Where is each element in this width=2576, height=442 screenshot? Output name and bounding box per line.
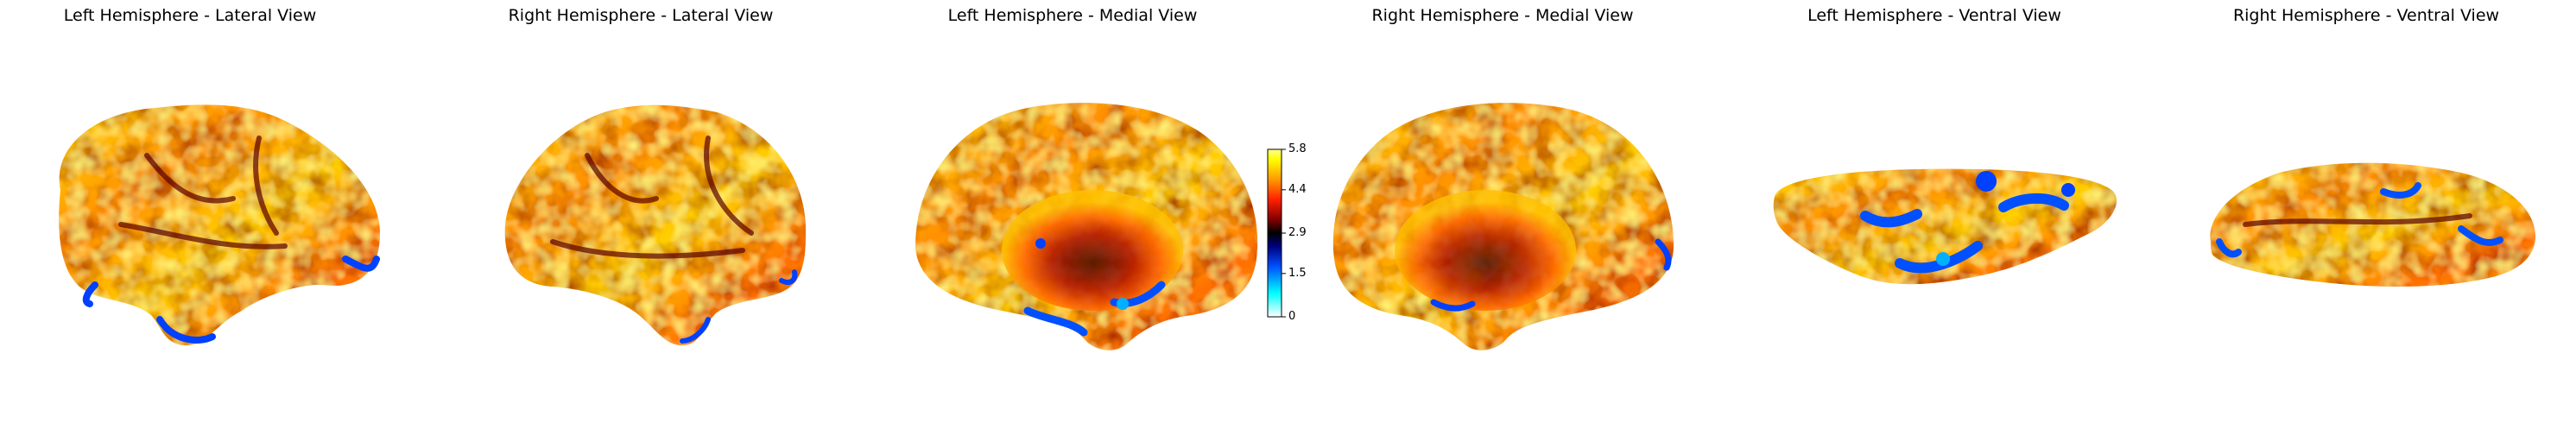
colorbar-tick-label: 1.5: [1288, 266, 1307, 280]
brain-left-ventral: [1773, 168, 2117, 285]
brain-right-medial: [1332, 103, 1674, 350]
brain-left-lateral: [59, 104, 381, 345]
panel-title-left-medial: Left Hemisphere - Medial View: [947, 6, 1198, 25]
brain-right-lateral: [504, 104, 807, 345]
colorbar-tick-label: 0: [1288, 310, 1296, 323]
panel-title-left-ventral: Left Hemisphere - Ventral View: [1807, 6, 2061, 25]
panel-title-right-ventral: Right Hemisphere - Ventral View: [2232, 6, 2500, 25]
colorbar: [1267, 148, 1286, 318]
panel-title-right-lateral: Right Hemisphere - Lateral View: [508, 6, 774, 25]
colorbar-tick-label: 2.9: [1288, 226, 1307, 239]
panel-title-right-medial: Right Hemisphere - Medial View: [1371, 6, 1634, 25]
brain-left-medial: [915, 103, 1258, 350]
colorbar-tick-label: 4.4: [1288, 182, 1307, 196]
colorbar-tick-label: 5.8: [1288, 142, 1307, 155]
colorbar-gradient: [1267, 148, 1282, 318]
brain-right-ventral: [2210, 162, 2535, 287]
panel-title-left-lateral: Left Hemisphere - Lateral View: [63, 6, 317, 25]
